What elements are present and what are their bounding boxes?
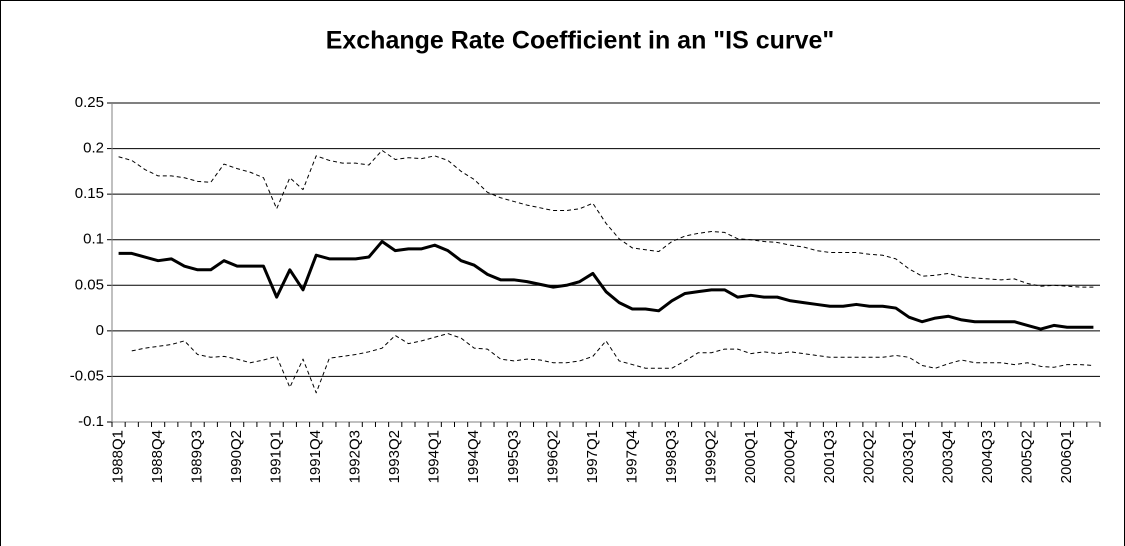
x-tick-label: 1990Q2 [228, 430, 245, 483]
x-tick-label: 2003Q4 [939, 430, 956, 483]
y-tick-label: -0.05 [70, 367, 104, 384]
x-tick-label: 1992Q3 [347, 430, 364, 483]
x-tick-label: 2006Q1 [1058, 430, 1075, 483]
x-tick-label: 1995Q3 [505, 430, 522, 483]
y-tick-label: 0.1 [83, 231, 104, 248]
x-tick-label: 1999Q2 [702, 430, 719, 483]
x-tick-label: 2003Q1 [900, 430, 917, 483]
x-tick-label: 1994Q4 [465, 430, 482, 483]
x-tick-label: 1988Q1 [110, 430, 127, 483]
y-tick-label: 0.05 [75, 276, 104, 293]
x-tick-label: 1998Q3 [663, 430, 680, 483]
x-tick-label: 1993Q2 [386, 430, 403, 483]
x-tick-label: 1989Q3 [189, 430, 206, 483]
x-tick-label: 1991Q4 [307, 430, 324, 483]
x-tick-label: 2002Q2 [860, 430, 877, 483]
x-tick-label: 2001Q3 [821, 430, 838, 483]
series-line [131, 333, 1094, 394]
x-tick-label: 1991Q1 [268, 430, 285, 483]
x-tick-label: 1988Q4 [149, 430, 166, 483]
x-tick-label: 1994Q1 [426, 430, 443, 483]
x-tick-label: 1997Q1 [584, 430, 601, 483]
y-tick-label: 0 [96, 322, 104, 339]
chart-title: Exchange Rate Coefficient in an "IS curv… [326, 27, 835, 55]
x-tick-label: 2005Q2 [1019, 430, 1036, 483]
y-tick-label: 0.15 [75, 185, 104, 202]
x-tick-label: 2004Q3 [979, 430, 996, 483]
x-tick-label: 1997Q4 [623, 430, 640, 483]
y-tick-label: -0.1 [78, 413, 104, 430]
series-line [118, 240, 1094, 331]
y-tick-label: 0.25 [75, 94, 104, 111]
x-tick-label: 2000Q1 [742, 430, 759, 483]
x-tick-label: 1996Q2 [544, 430, 561, 483]
y-tick-label: 0.2 [83, 140, 104, 157]
x-tick-label: 2000Q4 [781, 430, 798, 483]
series-line [118, 149, 1094, 288]
